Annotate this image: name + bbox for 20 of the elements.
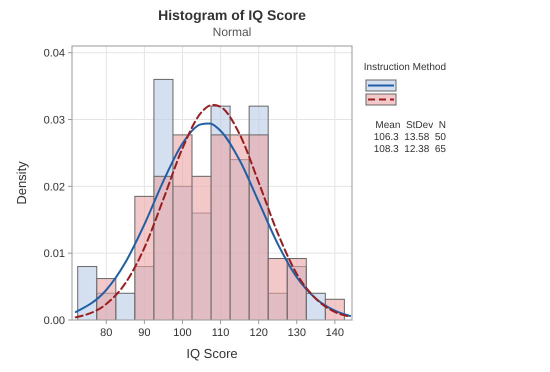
chart-title: Histogram of IQ Score <box>158 7 306 23</box>
chart-subtitle: Normal <box>212 25 252 39</box>
y-tick-label: 0.02 <box>44 181 65 194</box>
y-tick-label: 0.00 <box>44 315 65 327</box>
x-tick-label: 80 <box>100 327 112 339</box>
text: 108.3 12.38 65 <box>374 144 446 155</box>
x-tick-label: 100 <box>173 327 192 339</box>
y-axis-title: Density <box>14 160 29 205</box>
text: Mean StDev N <box>375 120 446 131</box>
y-tick-label: 0.04 <box>44 48 65 60</box>
x-tick-label: 120 <box>249 327 268 339</box>
y-tick-label: 0.01 <box>44 248 65 260</box>
x-axis-title: IQ Score <box>186 346 238 361</box>
legend-title: Instruction Method <box>364 62 446 73</box>
text: 106.3 13.58 50 <box>374 132 446 143</box>
y-tick-label: 0.03 <box>44 114 65 127</box>
x-tick-label: 110 <box>212 327 230 339</box>
x-tick-label: 90 <box>138 327 151 339</box>
x-tick-label: 130 <box>288 327 306 339</box>
x-tick-label: 140 <box>326 327 344 339</box>
